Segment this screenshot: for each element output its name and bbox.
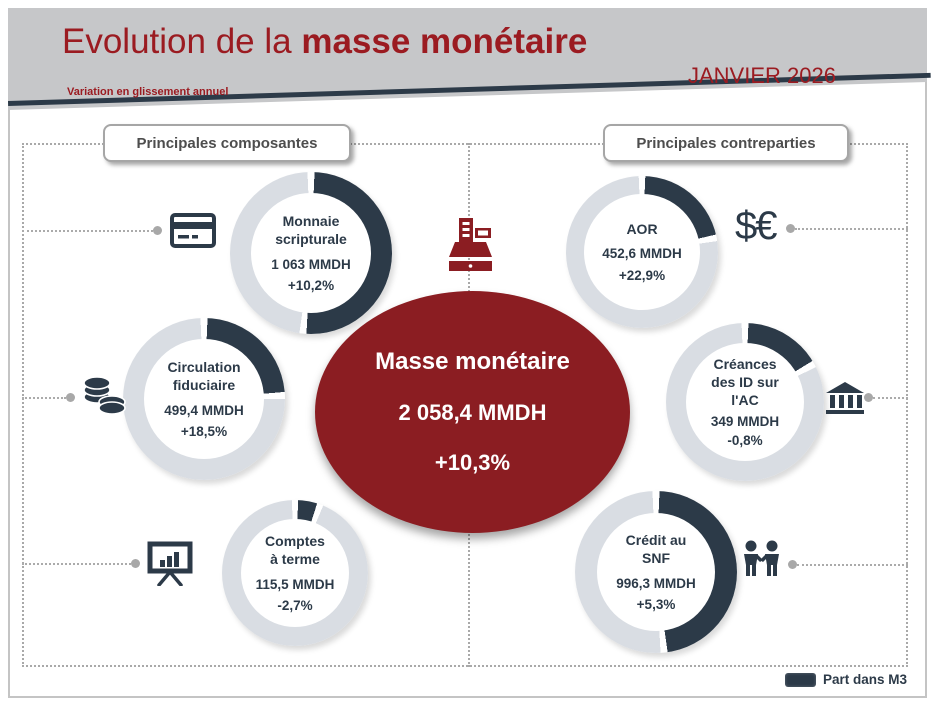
donut-value: 115,5 MMDH — [255, 576, 335, 592]
connector-dot-bank — [864, 393, 873, 402]
cash-register-icon — [446, 217, 496, 271]
donut-creances-id-ac: Créances des ID sur l'AC 349 MMDH -0,8% — [666, 323, 824, 481]
people-icon — [741, 540, 783, 578]
donut-change: +5,3% — [636, 596, 676, 612]
donut-label: Créances des ID sur l'AC — [711, 356, 779, 409]
connector-dot-dollareuro — [786, 224, 795, 233]
connector-line-coins — [22, 397, 66, 399]
dollar-euro-icon: $€ — [735, 204, 777, 248]
bubble-title: Masse monétaire — [375, 348, 570, 375]
donut-credit-snf: Crédit au SNF 996,3 MMDH +5,3% — [575, 491, 737, 653]
donut-value: 1 063 MMDH — [271, 256, 351, 272]
connector-line-bank — [873, 397, 908, 399]
donut-label: Monnaie scripturale — [275, 213, 347, 248]
connector-line-people — [797, 564, 908, 566]
donut-aor: AOR 452,6 MMDH +22,9% — [566, 176, 718, 328]
donut-monnaie-scripturale: Monnaie scripturale 1 063 MMDH +10,2% — [230, 172, 392, 334]
connector-line-card — [22, 230, 153, 232]
donut-value: 349 MMDH — [710, 413, 780, 429]
donut-center: Crédit au SNF 996,3 MMDH +5,3% — [597, 513, 715, 631]
connector-line-board — [22, 563, 131, 565]
dotted-frame — [22, 143, 908, 667]
legend: Part dans M3 — [785, 672, 907, 687]
credit-card-icon — [170, 213, 216, 248]
donut-center: AOR 452,6 MMDH +22,9% — [584, 194, 700, 310]
page-title-prefix: Evolution de la — [62, 22, 302, 61]
donut-center: Comptes à terme 115,5 MMDH -2,7% — [241, 519, 349, 627]
connector-line-dollareuro — [795, 228, 908, 230]
connector-dot-people — [788, 560, 797, 569]
connector-dot-card — [153, 226, 162, 235]
presentation-chart-icon — [147, 541, 193, 587]
section-label-composantes: Principales composantes — [103, 124, 351, 162]
donut-circulation-fiduciaire: Circulation fiduciaire 499,4 MMDH +18,5% — [123, 318, 285, 480]
masse-monetaire-bubble: Masse monétaire 2 058,4 MMDH +10,3% — [315, 291, 630, 533]
donut-change: +10,2% — [287, 277, 335, 293]
connector-dot-coins — [66, 393, 75, 402]
donut-value: 996,3 MMDH — [616, 575, 696, 591]
connector-dot-board — [131, 559, 140, 568]
donut-center: Monnaie scripturale 1 063 MMDH +10,2% — [251, 193, 371, 313]
bank-icon — [826, 382, 864, 416]
section-label-contreparties: Principales contreparties — [603, 124, 849, 162]
legend-swatch — [785, 672, 816, 687]
legend-label: Part dans M3 — [823, 672, 908, 687]
donut-label: Comptes à terme — [265, 533, 325, 568]
bubble-change: +10,3% — [434, 450, 511, 475]
donut-label: Crédit au SNF — [625, 532, 687, 567]
donut-value: 499,4 MMDH — [164, 402, 244, 418]
page-title-emphasis: masse monétaire — [301, 22, 588, 61]
coins-icon — [82, 375, 128, 416]
donut-change: -0,8% — [727, 432, 763, 448]
donut-center: Circulation fiduciaire 499,4 MMDH +18,5% — [144, 339, 264, 459]
donut-label: AOR — [626, 221, 658, 238]
donut-comptes-a-terme: Comptes à terme 115,5 MMDH -2,7% — [222, 500, 368, 646]
bubble-value: 2 058,4 MMDH — [398, 400, 547, 425]
donut-change: -2,7% — [277, 597, 313, 613]
donut-change: +22,9% — [618, 267, 666, 283]
header-subtitle: Variation en glissement annuel — [67, 86, 229, 98]
donut-value: 452,6 MMDH — [602, 246, 682, 262]
donut-label: Circulation fiduciaire — [167, 359, 241, 394]
page-title: Evolution de la masse monétaire — [62, 22, 587, 62]
donut-center: Créances des ID sur l'AC 349 MMDH -0,8% — [686, 343, 804, 461]
header-period: JANVIER 2026 — [688, 63, 836, 88]
donut-change: +18,5% — [180, 423, 228, 439]
